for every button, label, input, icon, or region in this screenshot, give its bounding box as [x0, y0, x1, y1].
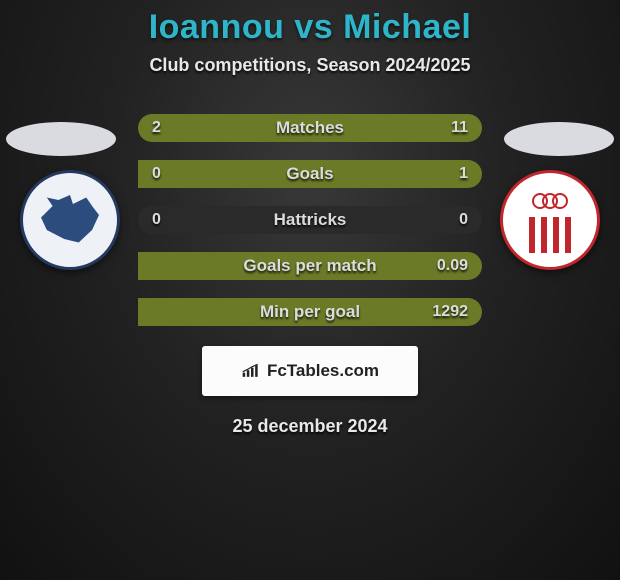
stat-left-value: 2: [152, 119, 161, 137]
stat-label: Goals: [286, 164, 333, 184]
stat-label: Min per goal: [260, 302, 360, 322]
player-photo-left-placeholder: [6, 122, 116, 156]
page-subtitle: Club competitions, Season 2024/2025: [0, 55, 620, 76]
club-crest-left: [20, 170, 120, 270]
stat-row-goals: 0 Goals 1: [138, 160, 482, 188]
stat-left-value: 0: [152, 211, 161, 229]
stat-label: Matches: [276, 118, 344, 138]
crest-graphic-right: [521, 187, 579, 253]
stat-label: Goals per match: [243, 256, 376, 276]
stat-right-value: 0: [459, 211, 468, 229]
stat-row-mpg: Min per goal 1292: [138, 298, 482, 326]
crest-rings-icon: [535, 193, 565, 209]
player-photo-right-placeholder: [504, 122, 614, 156]
club-crest-right: [500, 170, 600, 270]
brand-text: FcTables.com: [267, 361, 379, 381]
stat-fill-left: [138, 114, 190, 142]
stat-right-value: 1292: [432, 303, 468, 321]
page-title: Ioannou vs Michael: [0, 0, 620, 47]
stat-label: Hattricks: [274, 210, 347, 230]
stat-right-value: 1: [459, 165, 468, 183]
stat-row-gpm: Goals per match 0.09: [138, 252, 482, 280]
stats-card: Ioannou vs Michael Club competitions, Se…: [0, 0, 620, 580]
stat-right-value: 0.09: [437, 257, 468, 275]
brand-badge[interactable]: FcTables.com: [202, 346, 418, 396]
brand-chart-icon: [241, 363, 261, 379]
stat-left-value: 0: [152, 165, 161, 183]
crest-stripes: [529, 217, 571, 253]
footer-date: 25 december 2024: [0, 416, 620, 437]
stat-row-matches: 2 Matches 11: [138, 114, 482, 142]
stat-row-hattricks: 0 Hattricks 0: [138, 206, 482, 234]
stat-right-value: 11: [451, 119, 468, 137]
